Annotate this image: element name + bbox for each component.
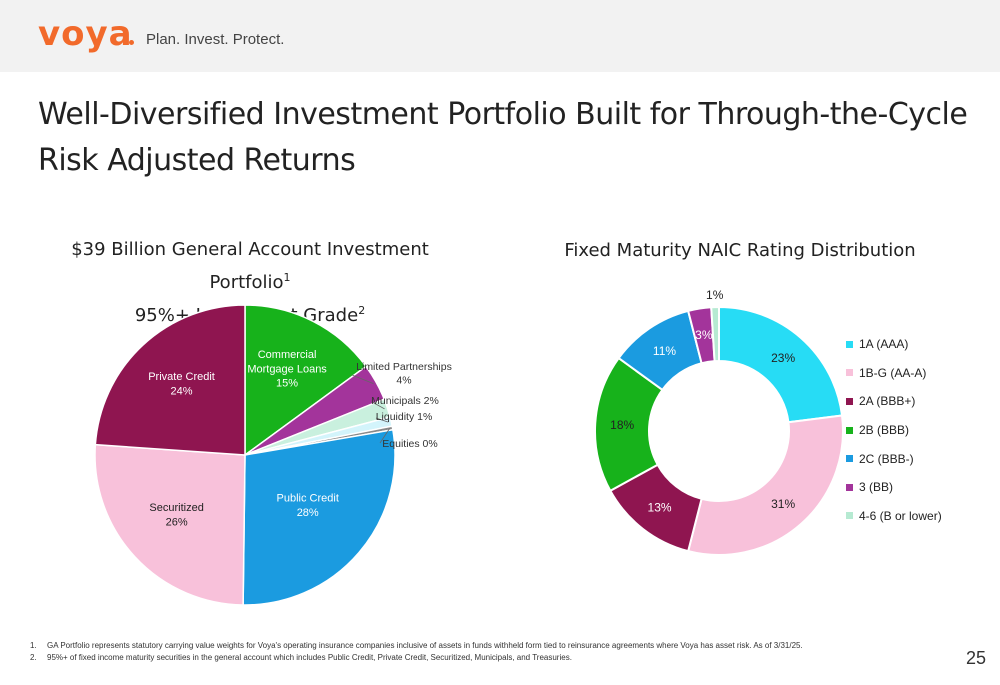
pie-label-private-credit: Private Credit 24% xyxy=(148,371,215,397)
donut-label-2b-bbb: 18% xyxy=(610,418,634,432)
legend-label: 1A (AAA) xyxy=(859,337,909,352)
legend-swatch xyxy=(846,397,853,405)
leader-line-equities xyxy=(379,428,390,444)
voya-logo: voya xyxy=(38,14,133,54)
pie-label-limited-partnerships: Limited Partnerships 4% xyxy=(356,361,452,387)
pie-slice-public-credit xyxy=(242,428,396,606)
naic-chart-title: Fixed Maturity NAIC Rating Distribution xyxy=(564,240,916,261)
legend-label: 2C (BBB-) xyxy=(859,451,914,466)
legend-item-1a-aaa: 1A (AAA) xyxy=(846,330,942,359)
legend-swatch xyxy=(846,426,853,434)
footnotes: 1. GA Portfolio represents statutory car… xyxy=(30,640,930,664)
donut-segment-1a-aaa xyxy=(718,305,844,424)
donut-label-3-bb: 3% xyxy=(695,328,713,342)
leader-line-municipals xyxy=(371,401,385,410)
donut-label-4-6-b-or-lower: 1% xyxy=(706,288,724,302)
legend-swatch xyxy=(846,483,853,491)
pie-label-public-credit: Public Credit 28% xyxy=(277,493,339,519)
footnote-1: 1. GA Portfolio represents statutory car… xyxy=(30,641,803,650)
donut-label-2c-bbb: 11% xyxy=(653,344,676,358)
legend-swatch xyxy=(846,512,853,520)
tagline: Plan. Invest. Protect. xyxy=(146,31,285,48)
pie-label-commercial-mortgage-loans: Commercial Mortgage Loans 15% xyxy=(247,349,327,390)
pie-label-liquidity: Liquidity 1% xyxy=(376,411,433,423)
pie-slice-securitized xyxy=(94,443,246,606)
page-number: 25 xyxy=(966,648,987,668)
pie-label-municipals: Municipals 2% xyxy=(371,395,439,407)
legend-item-1b-g-aa-a: 1B-G (AA-A) xyxy=(846,359,942,388)
legend-label: 1B-G (AA-A) xyxy=(859,365,927,380)
legend-label: 3 (BB) xyxy=(859,480,894,495)
donut-label-1a-aaa: 23% xyxy=(771,351,795,365)
legend-item-2b-bbb: 2B (BBB) xyxy=(846,416,942,445)
pie-slice-private-credit xyxy=(94,304,246,456)
leader-line-limited-partnerships xyxy=(351,374,374,385)
leader-line-liquidity xyxy=(375,417,389,423)
legend-label: 2A (BBB+) xyxy=(859,394,916,409)
legend-item-2a-bbb: 2A (BBB+) xyxy=(846,387,942,416)
logo-dot xyxy=(129,40,134,45)
slide-title: Well-Diversified Investment Portfolio Bu… xyxy=(38,97,968,178)
legend-swatch xyxy=(846,455,853,463)
donut-label-2a-bbb: 13% xyxy=(648,501,672,515)
legend-item-3-bb: 3 (BB) xyxy=(846,473,942,502)
footnote-2: 2. 95%+ of fixed income maturity securit… xyxy=(30,653,572,662)
donut-segment-4-6-b-or-lower xyxy=(710,305,720,363)
legend-item-2c-bbb: 2C (BBB-) xyxy=(846,444,942,473)
legend-label: 2B (BBB) xyxy=(859,423,910,438)
header-band xyxy=(0,0,1000,72)
donut-label-1b-g-aa-a: 31% xyxy=(771,497,795,511)
donut-segment-1b-g-aa-a xyxy=(686,414,844,556)
pie-slice-commercial-mortgage-loans xyxy=(244,304,368,457)
pie-label-equities: Equities 0% xyxy=(382,438,437,450)
naic-legend: 1A (AAA) 1B-G (AA-A) 2A (BBB+) 2B (BBB) 2C (… xyxy=(846,330,942,530)
legend-swatch xyxy=(846,340,853,348)
legend-label: 4-6 (B or lower) xyxy=(859,508,942,523)
pie-label-securitized: Securitized 26% xyxy=(149,502,203,528)
legend-swatch xyxy=(846,369,853,377)
legend-item-4-6-b-or-lower: 4-6 (B or lower) xyxy=(846,502,942,531)
portfolio-chart-title-line1: $39 Billion General Account Investment P… xyxy=(71,239,429,293)
